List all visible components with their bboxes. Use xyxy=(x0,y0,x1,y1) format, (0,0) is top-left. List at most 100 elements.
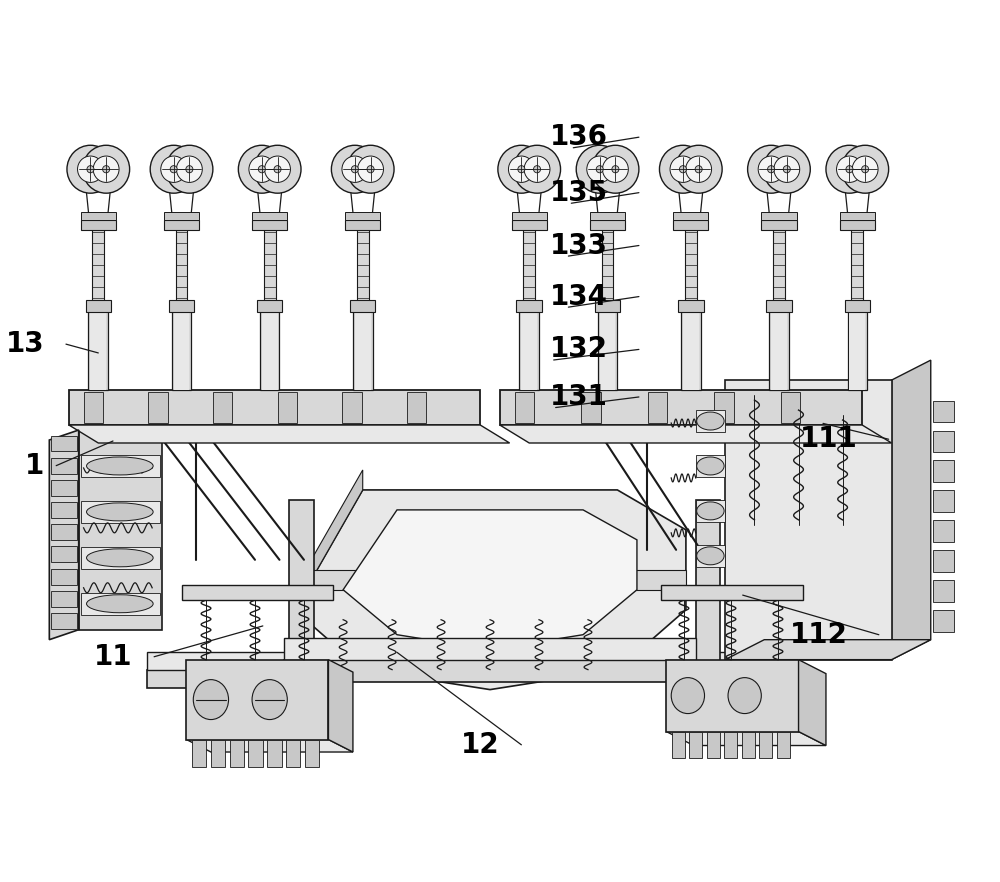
Circle shape xyxy=(166,146,213,193)
Bar xyxy=(257,300,282,312)
Bar xyxy=(602,225,613,305)
Bar xyxy=(186,660,328,739)
Circle shape xyxy=(612,166,619,173)
Polygon shape xyxy=(294,470,363,609)
Bar xyxy=(500,390,862,425)
Bar xyxy=(648,392,667,423)
Polygon shape xyxy=(294,490,686,690)
Bar xyxy=(90,310,106,390)
Circle shape xyxy=(837,156,862,183)
Bar xyxy=(252,213,287,220)
Bar xyxy=(590,213,625,220)
Bar xyxy=(590,220,625,230)
Bar xyxy=(289,500,314,675)
Circle shape xyxy=(83,146,130,193)
Bar xyxy=(673,213,708,220)
Circle shape xyxy=(87,166,94,173)
Polygon shape xyxy=(799,660,826,745)
Bar xyxy=(840,220,875,230)
Bar xyxy=(79,430,162,630)
Bar xyxy=(678,300,704,312)
Bar xyxy=(147,652,324,669)
Circle shape xyxy=(659,146,706,193)
Circle shape xyxy=(768,166,775,173)
Circle shape xyxy=(351,166,358,173)
Circle shape xyxy=(524,156,550,183)
Ellipse shape xyxy=(697,412,724,430)
Bar xyxy=(164,213,199,220)
Bar xyxy=(357,225,369,305)
Bar xyxy=(69,390,480,425)
Bar xyxy=(264,225,276,305)
Bar xyxy=(88,310,108,390)
Circle shape xyxy=(498,146,545,193)
Polygon shape xyxy=(49,430,79,639)
Bar xyxy=(672,731,685,758)
Circle shape xyxy=(670,156,696,183)
Circle shape xyxy=(274,166,281,173)
Polygon shape xyxy=(500,425,892,443)
Circle shape xyxy=(508,156,534,183)
Circle shape xyxy=(93,156,119,183)
Text: 12: 12 xyxy=(461,731,500,759)
Text: 112: 112 xyxy=(790,621,848,649)
Bar xyxy=(81,547,160,569)
Bar xyxy=(696,455,725,477)
Bar xyxy=(262,310,278,390)
Bar xyxy=(51,547,77,563)
Bar xyxy=(777,731,790,758)
Polygon shape xyxy=(186,739,353,752)
Bar xyxy=(696,500,720,675)
Bar xyxy=(512,213,547,220)
Bar xyxy=(81,213,116,220)
Ellipse shape xyxy=(87,503,153,521)
Circle shape xyxy=(852,156,878,183)
Circle shape xyxy=(758,156,784,183)
Bar xyxy=(286,739,300,767)
Bar xyxy=(714,392,734,423)
Circle shape xyxy=(826,146,873,193)
Circle shape xyxy=(265,156,290,183)
Circle shape xyxy=(150,146,197,193)
Ellipse shape xyxy=(697,502,724,519)
Circle shape xyxy=(67,146,114,193)
Ellipse shape xyxy=(728,677,761,714)
Bar xyxy=(51,502,77,518)
Bar xyxy=(595,300,620,312)
Polygon shape xyxy=(343,510,637,650)
Bar xyxy=(213,392,232,423)
Text: 111: 111 xyxy=(800,425,857,453)
Bar xyxy=(933,400,954,422)
Bar xyxy=(248,739,263,767)
Bar xyxy=(696,500,725,522)
Bar xyxy=(350,300,375,312)
Circle shape xyxy=(783,166,790,173)
Bar xyxy=(355,310,371,390)
Text: 135: 135 xyxy=(549,179,608,206)
Polygon shape xyxy=(328,660,353,752)
Bar xyxy=(81,220,116,230)
Bar xyxy=(519,310,539,390)
Polygon shape xyxy=(892,360,931,660)
Bar xyxy=(51,524,77,541)
Bar xyxy=(407,392,426,423)
Bar xyxy=(933,430,954,452)
Bar xyxy=(523,225,535,305)
Polygon shape xyxy=(69,425,510,443)
Bar xyxy=(933,580,954,602)
Bar xyxy=(51,480,77,496)
Ellipse shape xyxy=(193,680,229,720)
Bar xyxy=(81,501,160,523)
Circle shape xyxy=(103,166,110,173)
Bar xyxy=(51,613,77,629)
Circle shape xyxy=(534,166,541,173)
Bar xyxy=(345,213,380,220)
Text: 134: 134 xyxy=(550,282,608,310)
Bar xyxy=(512,220,547,230)
Circle shape xyxy=(358,156,383,183)
Bar xyxy=(84,392,103,423)
Bar xyxy=(683,310,699,390)
Bar xyxy=(681,310,701,390)
Ellipse shape xyxy=(697,547,724,564)
Bar xyxy=(766,300,792,312)
